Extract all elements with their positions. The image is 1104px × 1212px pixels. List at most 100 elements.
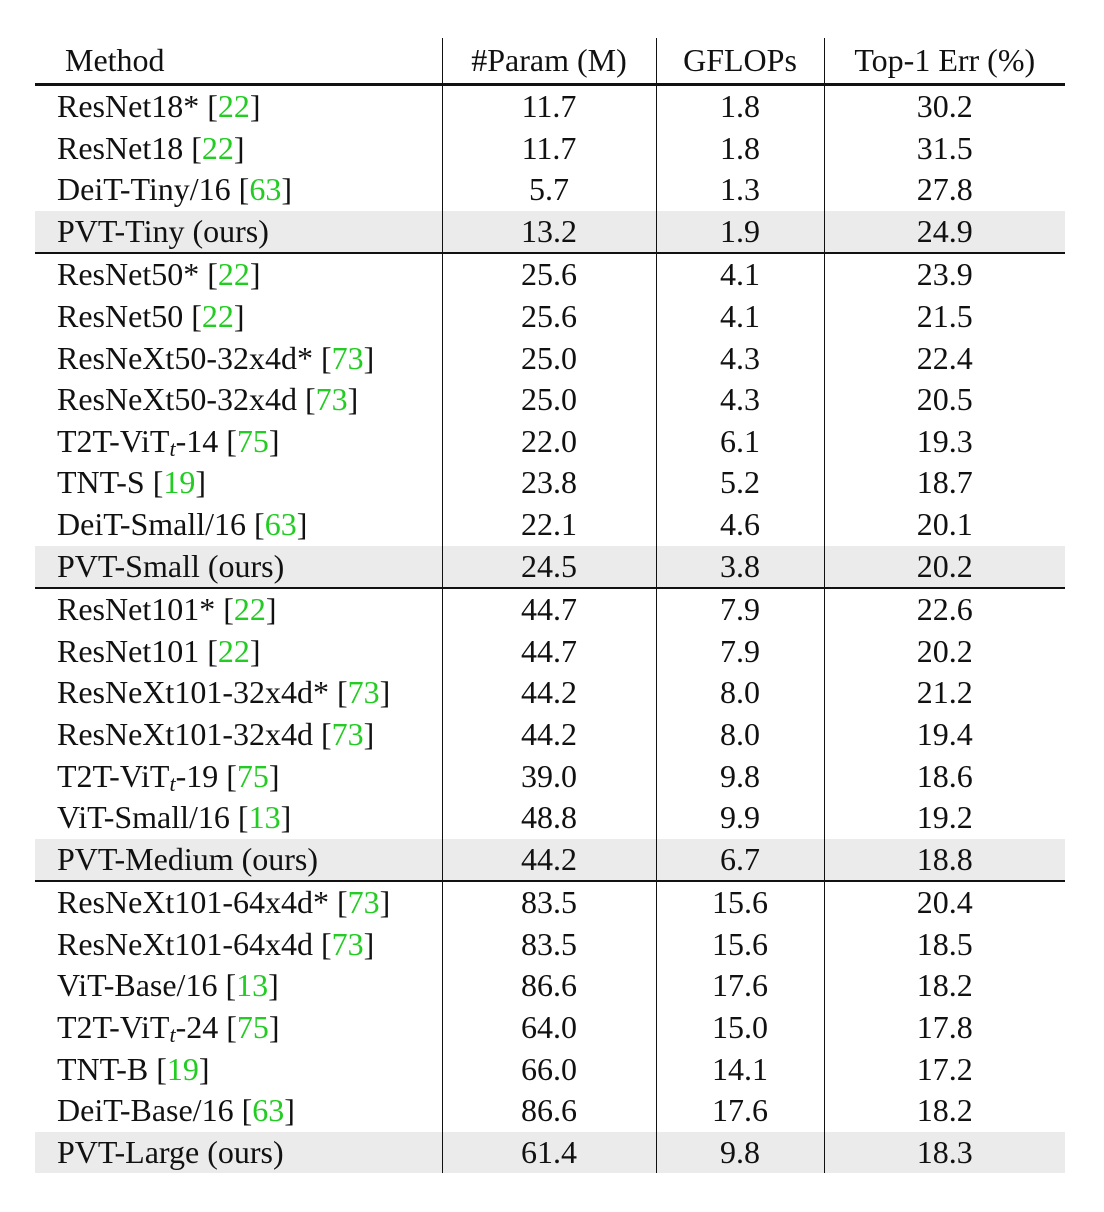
citation-link[interactable]: 13 [248, 799, 281, 836]
citation-link[interactable]: 63 [249, 171, 282, 208]
table-body: ResNet18* [22] 11.7 1.8 30.2 ResNet18 [22] 11… [35, 83, 1065, 1174]
table-row: ResNet18* [22] 11.7 1.8 30.2 [35, 83, 1065, 128]
method-name: ResNeXt101-32x4d* [57, 674, 329, 711]
gflops-cell: 3.8 [656, 545, 825, 589]
method-cell: TNT-B [19] [35, 1048, 443, 1091]
param-cell: 44.2 [442, 672, 657, 714]
table-row: ResNeXt50-32x4d [73] 25.0 4.3 20.5 [35, 379, 1065, 421]
method-cell: PVT-Small (ours) [35, 545, 443, 589]
gflops-cell: 9.9 [656, 797, 825, 839]
gflops-cell: 1.3 [656, 169, 825, 211]
table-row: T2T-ViTt-19 [75] 39.0 9.8 18.6 [35, 755, 1065, 798]
param-cell: 48.8 [442, 797, 657, 839]
citation-link[interactable]: 75 [236, 757, 269, 794]
method-name: ResNet50 [57, 297, 184, 334]
param-cell: 39.0 [442, 755, 657, 798]
table-row: DeiT-Base/16 [63] 86.6 17.6 18.2 [35, 1090, 1065, 1132]
method-subscript: t [169, 435, 176, 461]
citation-link[interactable]: 73 [347, 674, 380, 711]
gflops-cell: 1.8 [656, 83, 825, 128]
method-cell: PVT-Large (ours) [35, 1131, 443, 1174]
top1-err-cell: 17.2 [916, 1050, 973, 1087]
method-cell: T2T-ViTt-14 [75] [35, 420, 443, 463]
citation-link[interactable]: 19 [166, 1050, 199, 1087]
param-cell: 86.6 [442, 965, 657, 1008]
method-name: T2T-ViT [57, 757, 170, 794]
top1-err-cell: 20.4 [824, 880, 1065, 924]
citation-link[interactable]: 75 [236, 1009, 269, 1046]
gflops-cell: 6.1 [656, 420, 825, 463]
table-row-ours: PVT-Small (ours) 24.5 3.8 20.2 [35, 545, 1065, 589]
method-cell: ResNet18 [22] [35, 127, 443, 170]
method-cell: T2T-ViTt-19 [75] [35, 755, 443, 798]
citation-link[interactable]: 73 [347, 884, 380, 921]
method-name: ResNeXt50-32x4d [57, 381, 297, 418]
citation-link[interactable]: 13 [236, 967, 269, 1004]
method-cell: ResNeXt101-64x4d* [73] [35, 880, 443, 924]
method-name: ResNeXt50-32x4d* [57, 339, 313, 376]
method-cell: ResNeXt50-32x4d [73] [35, 379, 443, 421]
top1-err-cell: 27.8 [916, 171, 973, 208]
method-name: DeiT-Base/16 [57, 1092, 234, 1129]
top1-err-cell: 20.1 [916, 505, 973, 542]
citation-link[interactable]: 19 [163, 464, 196, 501]
method-cell: PVT-Tiny (ours) [35, 210, 443, 254]
param-cell: 44.7 [442, 630, 657, 673]
param-cell: 25.0 [442, 379, 657, 421]
param-cell: 22.0 [442, 420, 657, 463]
method-subscript: t [169, 1022, 176, 1048]
top1-err-cell: 31.5 [916, 129, 973, 166]
header-row: Method #Param (M) GFLOPs Top-1 Err (%) [35, 38, 1065, 86]
method-cell: T2T-ViTt-24 [75] [35, 1007, 443, 1049]
table-row-ours: PVT-Medium (ours) 44.2 6.7 18.8 [35, 838, 1065, 882]
gflops-cell: 15.0 [656, 1007, 825, 1049]
top1-err-cell: 19.2 [916, 799, 973, 836]
table-row: ResNet50* [22] 25.6 4.1 23.9 [35, 252, 1065, 296]
citation-link[interactable]: 22 [217, 88, 250, 124]
method-name: PVT-Medium (ours) [57, 840, 319, 877]
citation-link[interactable]: 75 [236, 422, 269, 459]
method-cell: ViT-Base/16 [13] [35, 965, 443, 1008]
citation-link[interactable]: 73 [315, 381, 348, 418]
gflops-cell: 8.0 [656, 713, 825, 756]
method-suffix: -24 [175, 1009, 219, 1046]
citation-link[interactable]: 73 [331, 925, 364, 962]
top1-err-cell: 21.2 [916, 674, 973, 711]
param-cell: 83.5 [442, 880, 657, 924]
table-row: ResNeXt101-64x4d [73] 83.5 15.6 18.5 [35, 923, 1065, 966]
method-cell: DeiT-Small/16 [63] [35, 503, 443, 546]
gflops-cell: 17.6 [656, 965, 825, 1008]
method-name: ResNeXt101-64x4d* [57, 884, 329, 921]
method-name: PVT-Tiny (ours) [57, 212, 269, 249]
table-row: T2T-ViTt-24 [75] 64.0 15.0 17.8 [35, 1007, 1065, 1049]
table-row: ResNet101 [22] 44.7 7.9 20.2 [35, 630, 1065, 673]
gflops-cell: 9.8 [656, 755, 825, 798]
citation-link[interactable]: 63 [252, 1092, 285, 1129]
citation-link[interactable]: 22 [233, 591, 266, 628]
gflops-cell: 4.3 [656, 379, 825, 421]
citation-link[interactable]: 63 [264, 505, 297, 542]
param-cell: 25.6 [442, 252, 657, 296]
citation-link[interactable]: 73 [331, 339, 364, 376]
citation-link[interactable]: 73 [331, 715, 364, 752]
header-param: #Param (M) [442, 38, 657, 86]
table-row: ResNeXt50-32x4d* [73] 25.0 4.3 22.4 [35, 337, 1065, 380]
method-name: ResNet101 [57, 632, 200, 669]
gflops-cell: 9.8 [656, 1131, 825, 1174]
method-name: ResNet50* [57, 256, 200, 293]
citation-link[interactable]: 22 [201, 129, 234, 166]
table-row: ResNeXt101-32x4d* [73] 44.2 8.0 21.2 [35, 672, 1065, 714]
top1-err-cell: 18.7 [916, 464, 973, 501]
method-cell: ViT-Small/16 [13] [35, 797, 443, 839]
table-row: ResNeXt101-32x4d [73] 44.2 8.0 19.4 [35, 713, 1065, 756]
table-row: ResNet50 [22] 25.6 4.1 21.5 [35, 295, 1065, 338]
method-name: TNT-S [57, 464, 145, 501]
method-cell: ResNeXt101-64x4d [73] [35, 923, 443, 966]
citation-link[interactable]: 22 [201, 297, 234, 334]
citation-link[interactable]: 22 [217, 632, 250, 669]
gflops-cell: 4.3 [656, 337, 825, 380]
citation-link[interactable]: 22 [217, 256, 250, 293]
param-cell: 66.0 [442, 1048, 657, 1091]
param-cell: 11.7 [442, 127, 657, 170]
gflops-cell: 7.9 [656, 587, 825, 631]
